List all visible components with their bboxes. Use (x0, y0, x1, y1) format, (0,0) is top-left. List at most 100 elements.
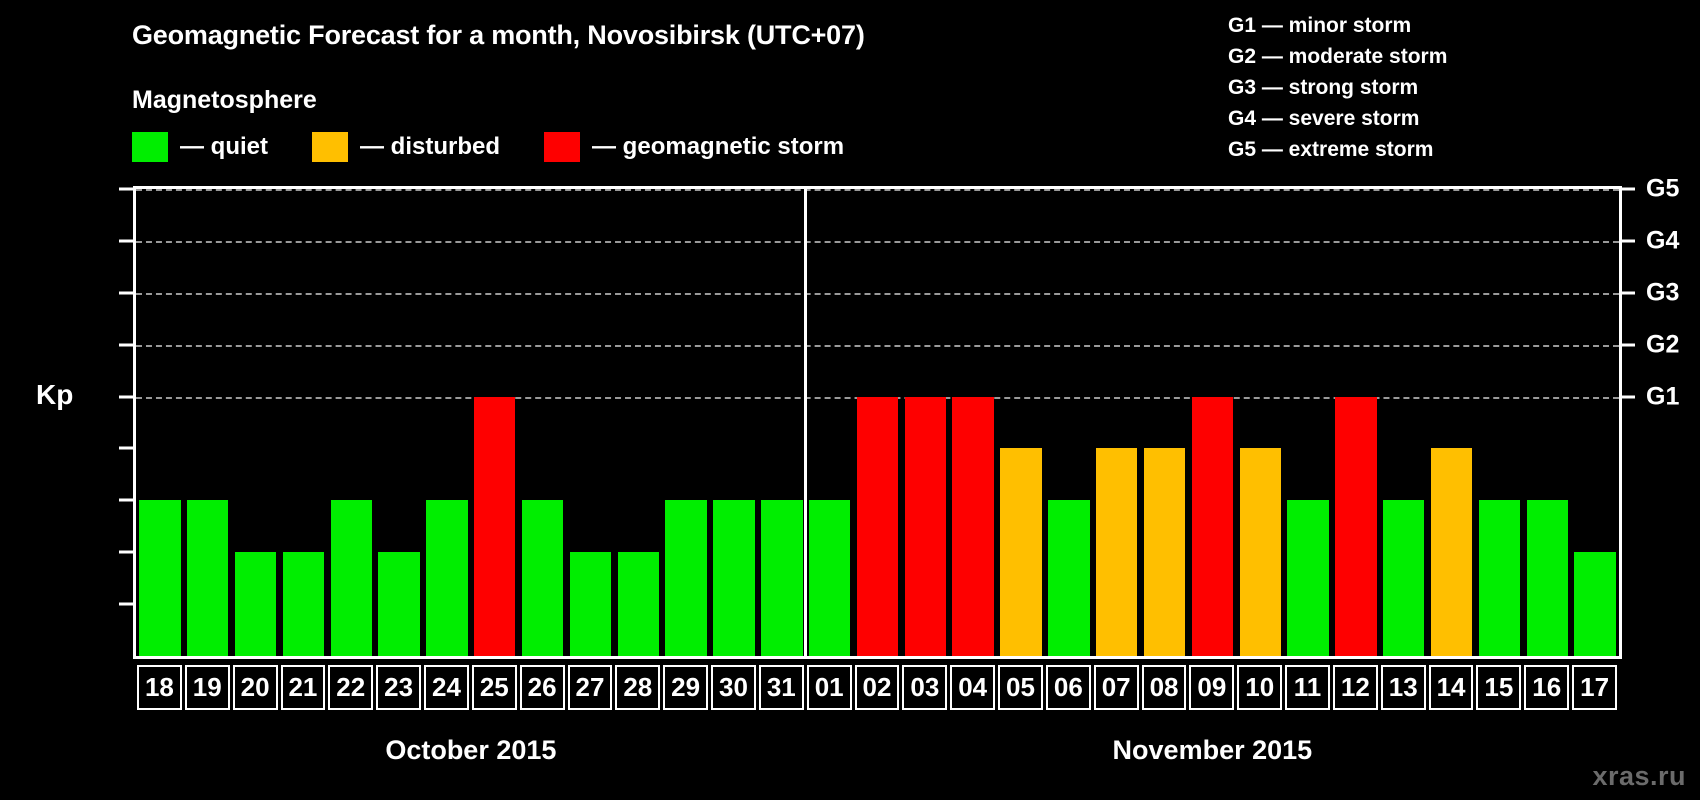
gscale-row-1: G1 — minor storm (1228, 14, 1412, 37)
bar-november-05[interactable] (1000, 448, 1042, 656)
date-label-october-22[interactable]: 22 (328, 665, 374, 710)
kp-tick-mark-4 (119, 446, 133, 450)
gscale-row-2: G2 — moderate storm (1228, 45, 1448, 68)
bar-october-28[interactable] (617, 552, 659, 656)
bar-october-20[interactable] (234, 552, 277, 656)
bar-november-13[interactable] (1383, 500, 1425, 656)
magnetosphere-heading: Magnetosphere (132, 86, 317, 114)
date-label-november-13[interactable]: 13 (1380, 665, 1426, 710)
kp-tick-mark-7 (119, 291, 133, 295)
legend-entry-storm: — geomagnetic storm (544, 132, 888, 162)
watermark: xras.ru (1592, 761, 1686, 791)
date-label-november-08[interactable]: 08 (1141, 665, 1187, 710)
g-tick-label-G4: G4 (1646, 226, 1680, 255)
bar-november-09[interactable] (1191, 396, 1234, 656)
date-label-october-28[interactable]: 28 (615, 665, 661, 710)
bar-november-14[interactable] (1430, 448, 1473, 656)
date-label-november-17[interactable]: 17 (1572, 665, 1617, 710)
gridline-kp-7 (136, 292, 1619, 295)
date-label-october-30[interactable]: 30 (711, 665, 756, 710)
legend-label-quiet: — quiet (180, 133, 268, 160)
kp-axis-title: Kp (36, 379, 74, 410)
date-label-november-01[interactable]: 01 (806, 665, 852, 710)
legend-label-disturbed: — disturbed (360, 133, 501, 160)
gridline-kp-8 (136, 240, 1619, 243)
date-label-october-26[interactable]: 26 (519, 665, 565, 710)
date-label-november-04[interactable]: 04 (950, 665, 996, 710)
date-label-november-11[interactable]: 11 (1285, 665, 1330, 710)
date-label-november-10[interactable]: 10 (1237, 665, 1283, 710)
date-label-october-29[interactable]: 29 (663, 665, 709, 710)
kp-tick-mark-6 (119, 343, 133, 347)
date-label-november-02[interactable]: 02 (854, 665, 900, 710)
bar-november-03[interactable] (904, 396, 947, 656)
bar-october-19[interactable] (187, 500, 229, 656)
date-label-october-18[interactable]: 18 (137, 665, 182, 710)
kp-tick-mark-9 (119, 187, 133, 191)
gscale-legend: G1 — minor storm G2 — moderate storm G3 — … (1228, 10, 1447, 165)
bar-october-18[interactable] (139, 500, 181, 656)
bar-october-22[interactable] (330, 500, 372, 656)
bar-october-27[interactable] (569, 552, 612, 656)
date-label-october-19[interactable]: 19 (184, 665, 230, 710)
bar-november-06[interactable] (1048, 500, 1090, 656)
date-label-november-15[interactable]: 15 (1476, 665, 1522, 710)
date-label-november-16[interactable]: 16 (1524, 665, 1570, 710)
bar-november-07[interactable] (1096, 448, 1138, 656)
date-label-november-05[interactable]: 05 (998, 665, 1043, 710)
date-label-october-23[interactable]: 23 (376, 665, 422, 710)
g-tick-mark-G4 (1622, 239, 1635, 243)
gridline-kp-9 (136, 189, 1619, 191)
bar-october-29[interactable] (665, 500, 707, 656)
g-tick-mark-G2 (1622, 343, 1635, 347)
bar-october-21[interactable] (282, 552, 325, 656)
kp-tick-mark-2 (119, 550, 133, 554)
legend-label-storm: — geomagnetic storm (592, 133, 845, 160)
bar-november-17[interactable] (1574, 552, 1616, 656)
bar-november-16[interactable] (1526, 500, 1568, 656)
bar-october-31[interactable] (761, 500, 803, 656)
bar-october-24[interactable] (426, 500, 468, 656)
date-label-october-31[interactable]: 31 (758, 665, 804, 710)
legend-entry-quiet: — quiet (132, 132, 312, 162)
date-label-november-06[interactable]: 06 (1045, 665, 1091, 710)
month-divider (804, 189, 808, 656)
bar-october-25[interactable] (474, 396, 516, 656)
date-label-november-03[interactable]: 03 (902, 665, 948, 710)
g-tick-label-G5: G5 (1646, 174, 1680, 203)
kp-tick-mark-8 (119, 239, 133, 243)
date-label-november-14[interactable]: 14 (1428, 665, 1474, 710)
bar-november-12[interactable] (1335, 396, 1377, 656)
g-tick-mark-G1 (1622, 395, 1635, 399)
bar-november-01[interactable] (808, 500, 851, 656)
date-label-october-27[interactable]: 27 (567, 665, 613, 710)
bar-november-04[interactable] (952, 396, 994, 656)
date-label-october-20[interactable]: 20 (232, 665, 278, 710)
gscale-row-5: G5 — extreme storm (1228, 138, 1434, 161)
kp-tick-mark-5 (119, 395, 133, 399)
bar-november-10[interactable] (1239, 448, 1281, 656)
g-tick-label-G3: G3 (1646, 278, 1680, 307)
gridline-kp-6 (136, 344, 1619, 347)
date-label-october-25[interactable]: 25 (471, 665, 517, 710)
date-label-november-12[interactable]: 12 (1332, 665, 1378, 710)
bar-november-02[interactable] (856, 396, 899, 656)
bar-october-30[interactable] (713, 500, 755, 656)
bar-november-08[interactable] (1143, 448, 1186, 656)
date-label-november-09[interactable]: 09 (1189, 665, 1235, 710)
orange-square-icon (312, 132, 348, 162)
gscale-row-4: G4 — severe storm (1228, 107, 1420, 130)
kp-tick-mark-1 (119, 602, 133, 606)
bar-november-15[interactable] (1478, 500, 1521, 656)
month-caption-november: November 2015 (1112, 735, 1313, 765)
date-label-november-07[interactable]: 07 (1093, 665, 1139, 710)
date-label-october-24[interactable]: 24 (424, 665, 469, 710)
date-label-october-21[interactable]: 21 (280, 665, 326, 710)
red-square-icon (544, 132, 581, 162)
bar-october-23[interactable] (378, 552, 420, 656)
plot-area (133, 186, 1622, 659)
g-tick-label-G2: G2 (1646, 330, 1680, 359)
bar-october-26[interactable] (521, 500, 564, 656)
bar-november-11[interactable] (1287, 500, 1329, 656)
g-tick-label-G1: G1 (1646, 382, 1680, 411)
